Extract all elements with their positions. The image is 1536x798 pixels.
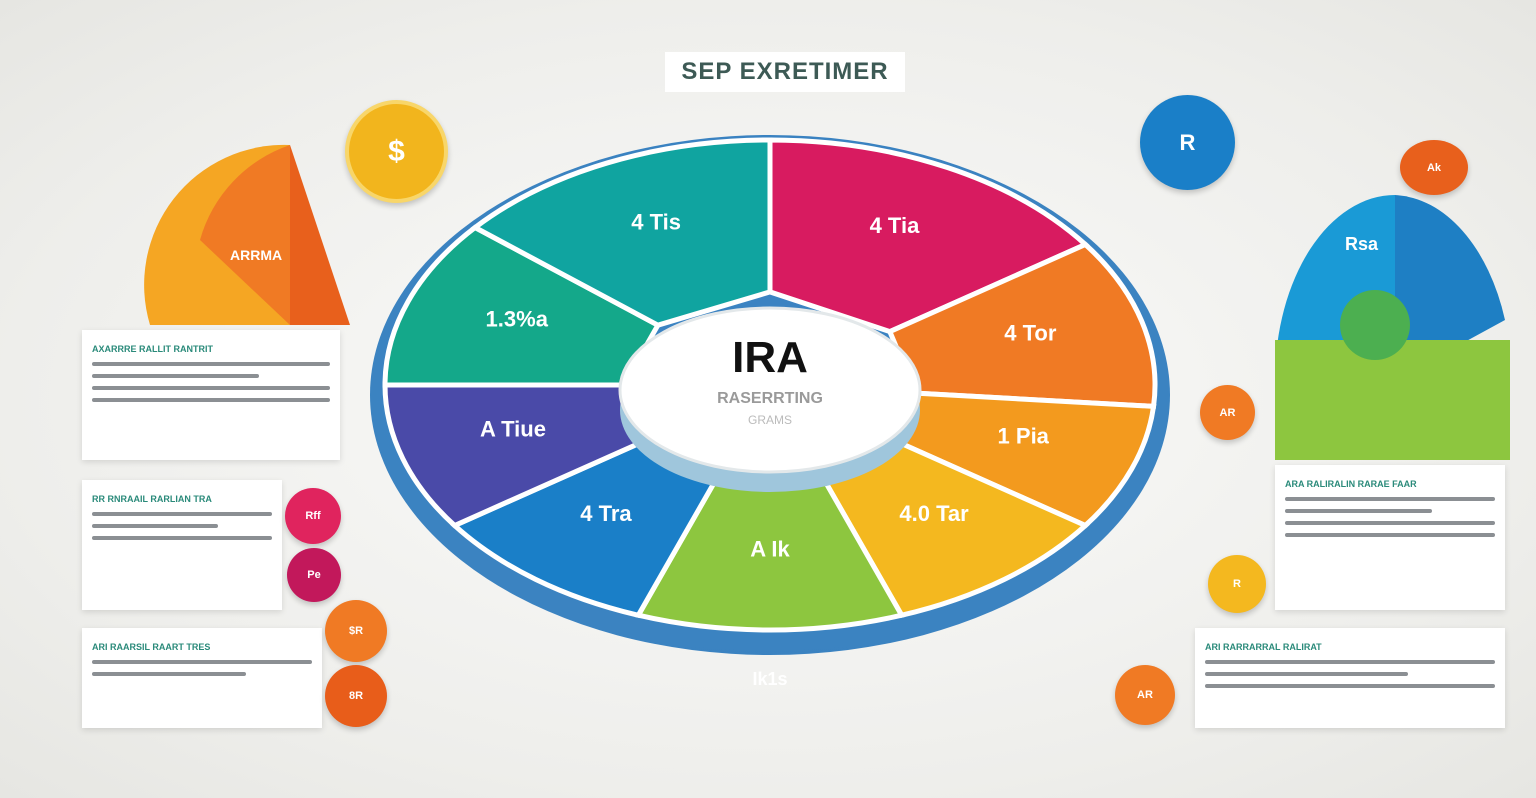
hub-subtitle: RASERRTING xyxy=(717,390,823,407)
semi-base xyxy=(1275,340,1510,460)
info-card: RR RNRAAIL RARLIAN TRA xyxy=(82,480,282,610)
card-heading: AXARRRE RALLIT RANTRIT xyxy=(92,344,213,354)
card-heading: ARA RALIRALIN RARAE FAAR xyxy=(1285,479,1417,489)
segment-label: A Ik xyxy=(750,537,790,562)
info-card: ARI RARRARRAL RALIRAT xyxy=(1195,628,1505,728)
segment-label: 4 Tra xyxy=(580,501,632,526)
segment-label: 4 Tia xyxy=(870,213,921,238)
wheel-segment xyxy=(450,435,724,619)
wheel-segment xyxy=(767,137,1090,335)
badge: $R xyxy=(325,600,387,662)
badge: AR xyxy=(1200,385,1255,440)
hub-title: IRA xyxy=(732,333,808,382)
badge: Ak xyxy=(1400,140,1468,195)
ira-wheel: 4 Tia 4 Tor 1 Pia 4.0 Tar A Ik 4 Tra A Tiue 1.3… xyxy=(370,135,1170,689)
card-heading: ARI RARRARRAL RALIRAT xyxy=(1205,642,1322,652)
wheel-segment xyxy=(382,224,662,388)
segment-label: 4.0 Tar xyxy=(899,501,969,526)
bottom-label: Ik1s xyxy=(752,669,787,689)
wheel-segment xyxy=(816,435,1090,619)
wheel-segment xyxy=(470,137,773,328)
wheel-segment xyxy=(382,382,654,529)
badge: AR xyxy=(1115,665,1175,725)
blue-circle: R xyxy=(1140,95,1235,190)
semi-segment xyxy=(1395,195,1505,380)
coin-icon: $ xyxy=(345,100,448,203)
right-semi-chart: Rsa xyxy=(1275,195,1510,460)
segment-label: 4 Tis xyxy=(631,210,681,235)
badge: 8R xyxy=(325,665,387,727)
quarter-label: ARRMA xyxy=(230,247,282,263)
semi-dot xyxy=(1340,290,1410,360)
hub xyxy=(618,306,922,474)
hub-caption: GRAMS xyxy=(748,413,792,427)
semi-label: Rsa xyxy=(1345,234,1379,254)
left-quarter-chart: ARRMA xyxy=(144,144,350,325)
badge: Pe xyxy=(287,548,341,602)
info-card: ARI RAARSIL RAART TRES xyxy=(82,628,322,728)
card-heading: ARI RAARSIL RAART TRES xyxy=(92,642,211,652)
wheel-segment xyxy=(886,241,1158,409)
quarter-segment xyxy=(200,145,290,325)
segment-label: 4 Tor xyxy=(1004,321,1057,346)
badge: R xyxy=(1208,555,1266,613)
badge: Rff xyxy=(285,488,341,544)
segment-label: 1.3%a xyxy=(486,306,549,331)
info-card: AXARRRE RALLIT RANTRIT xyxy=(82,330,340,460)
wheel-segment xyxy=(634,469,906,633)
card-heading: RR RNRAAIL RARLIAN TRA xyxy=(92,494,212,504)
info-card: ARA RALIRALIN RARAE FAAR xyxy=(1275,465,1505,610)
quarter-segment xyxy=(290,145,350,325)
segment-label: A Tiue xyxy=(480,417,546,442)
segment-label: 1 Pia xyxy=(998,424,1050,449)
page-title: SEP EXRETIMER xyxy=(665,52,905,92)
